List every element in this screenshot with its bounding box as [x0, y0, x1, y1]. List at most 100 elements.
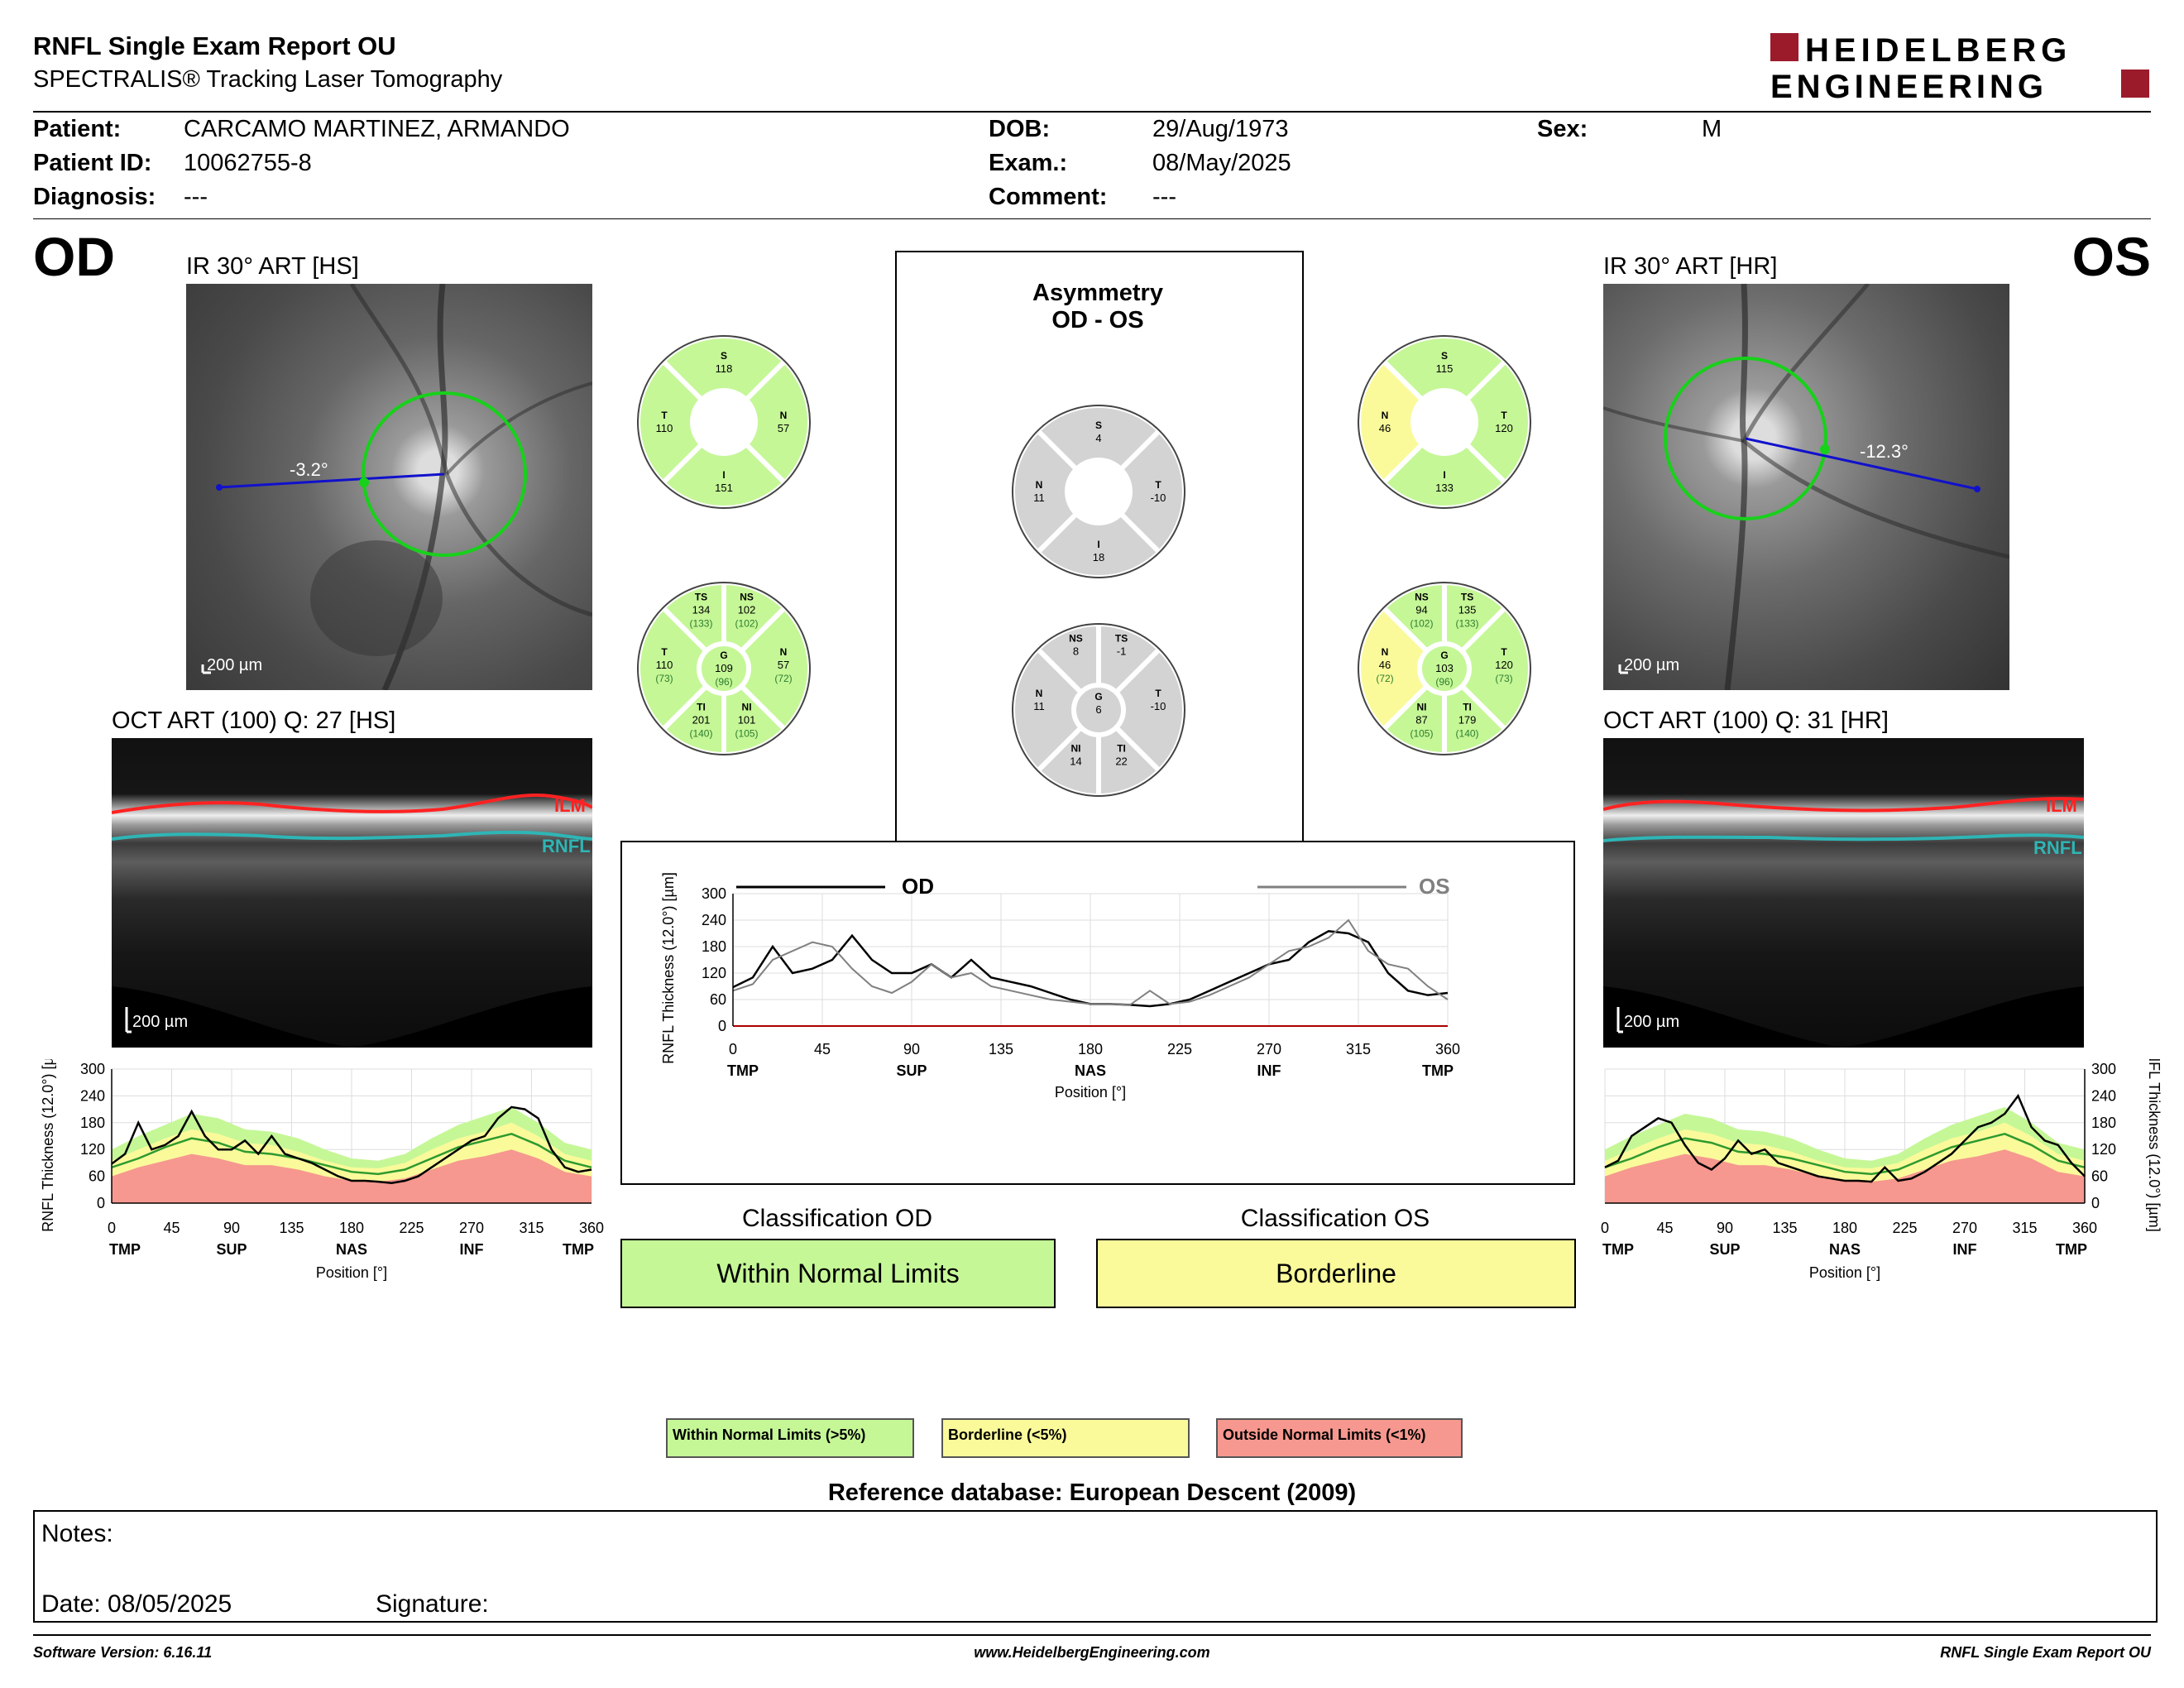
os-oct-scalebar: [1616, 1007, 1623, 1033]
os-s6-outline: [1358, 582, 1531, 755]
od-profile-region-INF: INF: [460, 1241, 484, 1258]
os-oct-shadow-right: [1843, 986, 2084, 1048]
od-s6-value-NS: 102: [738, 603, 756, 616]
eye-label-od: OD: [33, 226, 115, 287]
os-s6-value-NS: 94: [1415, 603, 1427, 616]
logo-line2: ENGINEERING: [1770, 69, 2048, 104]
od-ir-title: IR 30° ART [HS]: [186, 253, 359, 280]
od-profile-ylabel: RNFL Thickness (12.0°) [µm]: [40, 1059, 56, 1232]
asym-s4-value-S: 4: [1095, 432, 1101, 444]
dob-label: DOB:: [989, 116, 1051, 142]
od-s4-value-N: 57: [778, 422, 789, 434]
os-profile-region-INF: INF: [1953, 1241, 1977, 1258]
od-s6-value-NI: 101: [738, 714, 756, 727]
od-profile-ytick: 120: [80, 1141, 105, 1158]
od-profile-ytick: 60: [89, 1168, 105, 1185]
os-oct-bscan: ILM RNFL 200 µm: [1603, 738, 2084, 1048]
comment-label: Comment:: [989, 184, 1108, 210]
od-oct-shadow-left: [112, 986, 352, 1048]
exam-value: 08/May/2025: [1152, 150, 1291, 176]
asym-s6-label-G: G: [1094, 691, 1102, 703]
os-s6-label-NS: NS: [1415, 591, 1429, 602]
asym-s6-label-NI: NI: [1070, 743, 1080, 755]
os-s6-normative-NS: (102): [1410, 617, 1433, 629]
asym-s4-value-T: -10: [1151, 492, 1166, 504]
website-link[interactable]: www.HeidelbergEngineering.com: [974, 1644, 1210, 1661]
od-scan-circle: [362, 391, 527, 557]
od-profile-ytick: 180: [80, 1115, 105, 1131]
asymmetry-title-line1: Asymmetry: [1032, 280, 1163, 306]
os-profile-band-outside: [1605, 1149, 2085, 1203]
asym-s6-value-G: 6: [1095, 703, 1101, 716]
od-s6-label-NI: NI: [742, 702, 752, 713]
os-ir-fundus-image: -12.3° 200 µm: [1603, 284, 2009, 690]
os-ir-angle: -12.3°: [1860, 441, 1909, 462]
classification-od-box: Within Normal Limits: [620, 1239, 1056, 1308]
os-vessel-1: [1724, 284, 1748, 690]
od-s6-outline: [637, 582, 811, 755]
od-profile-region-SUP: SUP: [216, 1241, 247, 1258]
patient-id-value: 10062755-8: [184, 150, 312, 176]
asym-s4-label-S: S: [1095, 420, 1102, 431]
diagnosis-label: Diagnosis:: [33, 184, 156, 210]
os-rnfl-profile-chart: 0 45 90 135 180 225 270 315 360 300 240 180 120 60 0 TM…: [1601, 1059, 2162, 1281]
os-oct-scale: 200 µm: [1624, 1013, 1679, 1031]
od-s4-label-I: I: [722, 469, 725, 481]
os-s4-label-S: S: [1441, 350, 1448, 362]
od-s6-sector-G: [702, 646, 746, 691]
os-profile-ytick: 60: [2091, 1168, 2108, 1185]
eye-label-os: OS: [2071, 226, 2151, 287]
od-s6-value-G: 109: [715, 662, 733, 674]
logo-square-top: [1770, 33, 1798, 61]
asym-s4-label-I: I: [1097, 539, 1099, 550]
os-s6-value-N: 46: [1379, 659, 1391, 671]
comparison-panel: [620, 841, 1575, 1185]
cmp-region-NAS: NAS: [1075, 1062, 1106, 1079]
od-profile-ytick: 0: [97, 1195, 105, 1211]
os-profile-ylabel: RNFL Thickness (12.0°) [µm]: [2146, 1059, 2162, 1232]
os-s6-value-TS: 135: [1458, 603, 1477, 616]
od-s6-label-N: N: [780, 646, 788, 658]
od-s4-value-T: 110: [656, 422, 673, 434]
od-profile-band-outside: [112, 1149, 592, 1203]
od-profile-xtick: 0: [108, 1220, 116, 1236]
os-vessel-3: [1603, 406, 1745, 443]
asym-s6-value-N: 11: [1033, 700, 1045, 712]
asym-s4-value-I: 18: [1093, 551, 1104, 563]
asym-s4-outline: [1012, 405, 1185, 578]
cmp-xtick: 360: [1435, 1041, 1460, 1057]
legend-outside-normal: Outside Normal Limits (<1%): [1216, 1418, 1463, 1458]
os-s6-label-G: G: [1440, 650, 1448, 661]
os-profile-ytick: 0: [2091, 1195, 2100, 1211]
od-profile-xtick: 180: [339, 1220, 364, 1236]
reference-database: Reference database: European Descent (20…: [827, 1479, 1357, 1506]
cmp-xtick: 0: [729, 1041, 737, 1057]
os-s6-value-G: 103: [1435, 662, 1454, 674]
cmp-ytick: 240: [702, 912, 726, 928]
os-profile-region-TMP: TMP: [1602, 1241, 1634, 1258]
od-ir-angle: -3.2°: [290, 459, 328, 480]
heidelberg-logo: HEIDELBERG ENGINEERING: [1770, 32, 2149, 104]
os-s4-outline: [1358, 335, 1531, 509]
od-s6-label-T: T: [661, 646, 668, 658]
os-s6-label-NI: NI: [1416, 702, 1426, 713]
os-profile-region-TMP: TMP: [2056, 1241, 2087, 1258]
patient-label: Patient:: [33, 116, 122, 142]
od-s4-label-T: T: [661, 410, 668, 421]
asym-s4-label-N: N: [1036, 479, 1043, 491]
asymmetry-title-line2: OD - OS: [1051, 307, 1144, 333]
os-s6-label-N: N: [1382, 646, 1389, 658]
os-profile-xtick: 270: [1952, 1220, 1977, 1236]
dob-value: 29/Aug/1973: [1152, 116, 1289, 142]
os-s6-label-TS: TS: [1461, 591, 1473, 602]
cmp-xtick: 90: [903, 1041, 920, 1057]
cmp-region-TMP: TMP: [1422, 1062, 1454, 1079]
od-s6-normative-NI: (105): [735, 728, 759, 740]
header-divider: [33, 111, 2151, 113]
os-s6-label-T: T: [1501, 646, 1507, 658]
cmp-ylabel: RNFL Thickness (12.0°) [µm]: [660, 872, 677, 1064]
cmp-xtick: 135: [989, 1041, 1013, 1057]
od-s6-normative-TS: (133): [689, 617, 712, 629]
